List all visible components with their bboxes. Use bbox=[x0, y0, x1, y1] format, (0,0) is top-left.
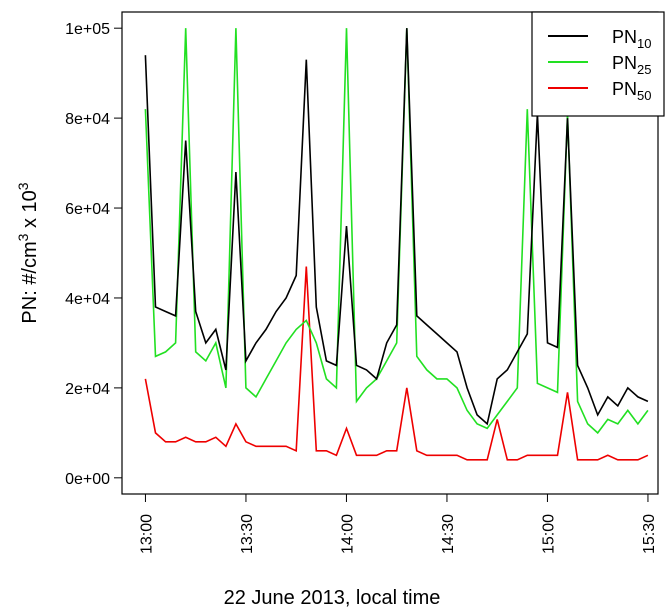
x-tick-label: 15:30 bbox=[641, 514, 658, 554]
legend-box bbox=[531, 11, 665, 117]
legend-subscript: 25 bbox=[637, 62, 651, 77]
legend-text: PN bbox=[612, 79, 637, 99]
legend-subscript: 50 bbox=[637, 88, 651, 103]
x-tick-label: 13:00 bbox=[138, 514, 155, 554]
x-tick-label: 15:00 bbox=[540, 514, 557, 554]
x-tick-label: 13:30 bbox=[239, 514, 256, 554]
legend-subscript: 10 bbox=[637, 36, 651, 51]
y-tick-label: 0e+00 bbox=[65, 471, 110, 488]
y-tick-label: 1e+05 bbox=[65, 21, 110, 38]
plot-frame bbox=[121, 11, 659, 495]
data-line bbox=[144, 266, 649, 461]
y-tick-label: 8e+04 bbox=[65, 111, 110, 128]
y-label-part: PN: #/cm bbox=[19, 241, 41, 323]
y-tick-label: 2e+04 bbox=[65, 381, 110, 398]
y-label-sup: 3 bbox=[15, 233, 31, 241]
legend-text: PN bbox=[612, 53, 637, 73]
data-line bbox=[144, 28, 649, 426]
legend-label: PN10 bbox=[612, 27, 651, 51]
y-tick-label: 4e+04 bbox=[65, 291, 110, 308]
x-tick-label: 14:00 bbox=[339, 514, 356, 554]
legend-label: PN50 bbox=[612, 79, 651, 103]
legend-label: PN25 bbox=[612, 53, 651, 77]
x-tick-label: 14:30 bbox=[440, 514, 457, 554]
legend-text: PN bbox=[612, 27, 637, 47]
y-label-part: x 10 bbox=[19, 190, 41, 233]
y-axis-label: PN: #/cm3 x 103 bbox=[15, 182, 41, 323]
y-tick-label: 6e+04 bbox=[65, 201, 110, 218]
y-label-sup: 3 bbox=[15, 182, 31, 190]
x-axis-label: 22 June 2013, local time bbox=[224, 587, 441, 609]
